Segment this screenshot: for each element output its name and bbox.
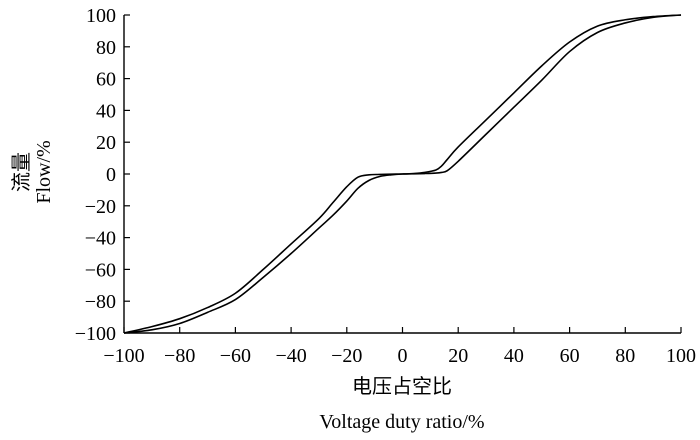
y-tick-label: −20 (85, 196, 116, 218)
y-tick-label: −80 (85, 291, 116, 313)
x-tick-label: 80 (615, 345, 635, 367)
series-group (123, 14, 682, 334)
y-tick-label: −40 (85, 228, 116, 250)
x-ticks: −100 −80 −60 −40 −20 0 20 40 60 80 100 (103, 327, 696, 367)
x-tick-label: 40 (504, 345, 524, 367)
x-tick-label: −60 (220, 345, 251, 367)
y-tick-label: 0 (106, 164, 116, 186)
x-tick-label: 100 (666, 345, 696, 367)
x-tick-label: −80 (164, 345, 195, 367)
x-tick-label: −100 (103, 345, 144, 367)
x-tick-label: 60 (560, 345, 580, 367)
y-tick-label: 80 (96, 37, 116, 59)
series-line-2 (123, 14, 682, 334)
y-axis-title-english: Flow/% (33, 140, 55, 203)
y-tick-label: 60 (96, 69, 116, 91)
x-axis-title-english: Voltage duty ratio/% (319, 411, 484, 433)
y-ticks: 100 80 60 40 20 0 −20 −40 −60 −80 −100 (75, 5, 130, 345)
x-tick-label: −20 (331, 345, 362, 367)
x-tick-label: 20 (448, 345, 468, 367)
x-axis-title-chinese: 电压占空比 (352, 375, 452, 398)
y-tick-label: 100 (86, 5, 116, 27)
y-axis-title-chinese: 流量 (10, 152, 33, 192)
x-tick-label: 0 (398, 345, 408, 367)
y-tick-label: 20 (96, 132, 116, 154)
y-tick-label: −60 (85, 259, 116, 281)
y-tick-label: −100 (75, 323, 116, 345)
y-tick-label: 40 (96, 100, 116, 122)
x-tick-label: −40 (275, 345, 306, 367)
